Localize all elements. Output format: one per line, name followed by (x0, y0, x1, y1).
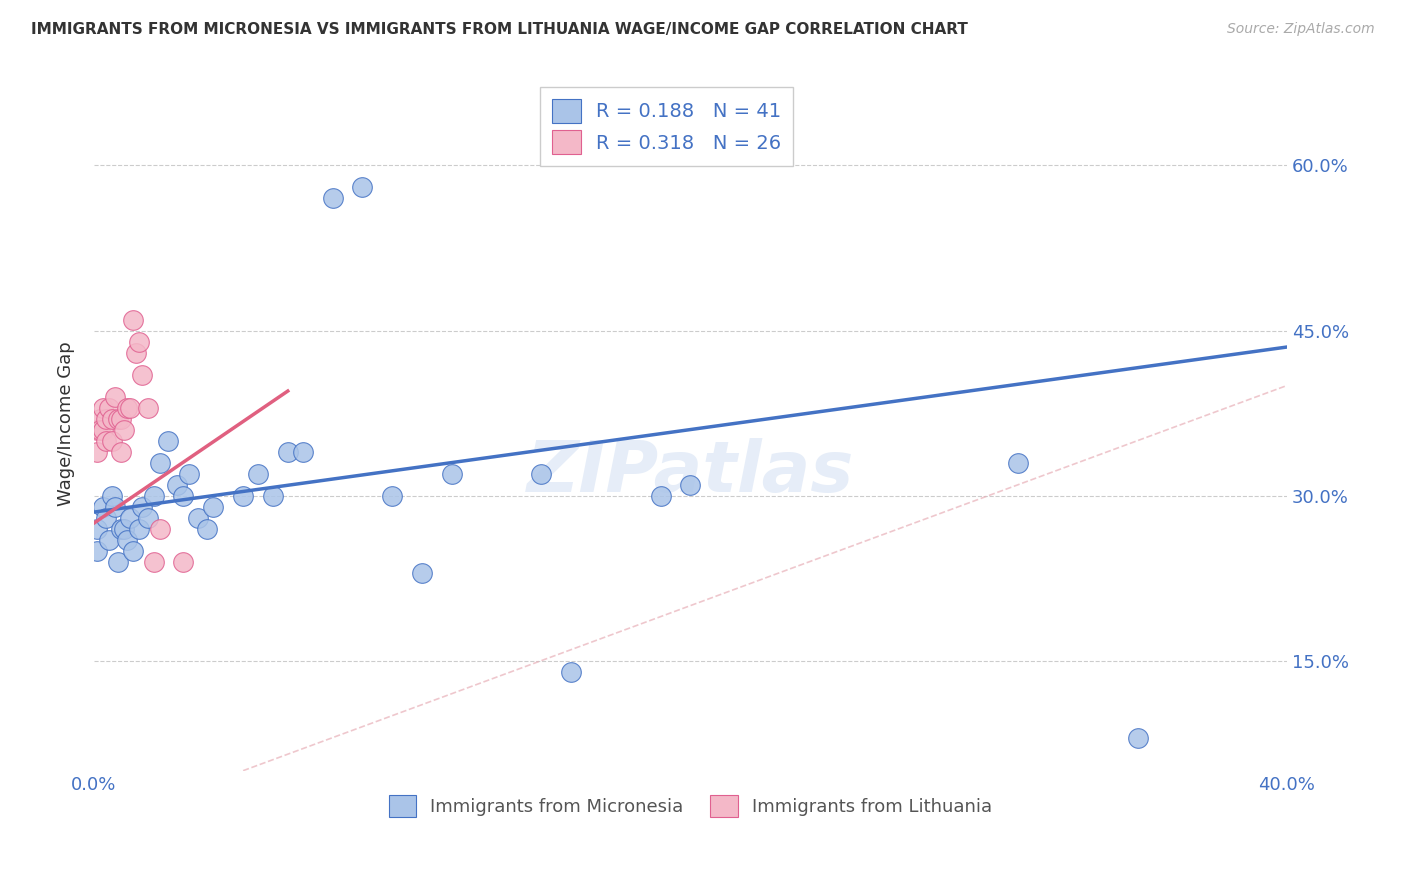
Point (115, 401, 138, 415)
Point (172, 489, 194, 503)
Point (91, 423, 114, 437)
Y-axis label: Wage/Income Gap: Wage/Income Gap (58, 342, 75, 507)
Legend: Immigrants from Micronesia, Immigrants from Lithuania: Immigrants from Micronesia, Immigrants f… (381, 788, 1000, 824)
Point (187, 510, 209, 524)
Point (112, 423, 135, 437)
Point (131, 500, 153, 514)
Point (232, 489, 254, 503)
Point (110, 444, 132, 458)
Point (148, 522, 170, 536)
Point (352, 180, 374, 194)
Point (86, 444, 108, 458)
Point (148, 456, 170, 470)
Point (166, 477, 188, 491)
Point (94, 434, 117, 448)
Point (1126, 731, 1149, 745)
Point (411, 566, 433, 580)
Point (101, 434, 124, 448)
Point (110, 411, 132, 425)
Point (121, 543, 143, 558)
Point (91, 401, 114, 415)
Point (560, 665, 582, 679)
Point (381, 489, 404, 503)
Point (128, 522, 150, 536)
Text: IMMIGRANTS FROM MICRONESIA VS IMMIGRANTS FROM LITHUANIA WAGE/INCOME GAP CORRELAT: IMMIGRANTS FROM MICRONESIA VS IMMIGRANTS… (31, 22, 967, 37)
Point (157, 434, 180, 448)
Point (202, 500, 225, 514)
Point (246, 467, 269, 481)
Point (1007, 456, 1029, 470)
Point (107, 411, 129, 425)
Point (142, 489, 165, 503)
Point (118, 510, 141, 524)
Text: ZIPatlas: ZIPatlas (527, 438, 853, 507)
Point (104, 390, 127, 404)
Point (321, 192, 343, 206)
Point (262, 489, 284, 503)
Point (118, 401, 141, 415)
Point (650, 489, 672, 503)
Point (86, 423, 108, 437)
Point (136, 510, 159, 524)
Point (97, 401, 120, 415)
Point (86, 543, 108, 558)
Point (94, 510, 117, 524)
Point (172, 555, 194, 569)
Text: Source: ZipAtlas.com: Source: ZipAtlas.com (1227, 22, 1375, 37)
Point (112, 522, 135, 536)
Point (277, 444, 299, 458)
Point (91, 500, 114, 514)
Point (131, 368, 153, 382)
Point (530, 467, 553, 481)
Point (195, 522, 218, 536)
Point (97, 533, 120, 547)
Point (89, 411, 111, 425)
Point (89, 423, 111, 437)
Point (107, 555, 129, 569)
Point (136, 401, 159, 415)
Point (291, 444, 314, 458)
Point (101, 411, 124, 425)
Point (94, 411, 117, 425)
Point (121, 312, 143, 326)
Point (104, 500, 127, 514)
Point (128, 334, 150, 349)
Point (115, 533, 138, 547)
Point (110, 522, 132, 536)
Point (440, 467, 463, 481)
Point (101, 489, 124, 503)
Point (125, 345, 148, 359)
Point (142, 555, 165, 569)
Point (179, 467, 201, 481)
Point (679, 477, 702, 491)
Point (86, 522, 108, 536)
